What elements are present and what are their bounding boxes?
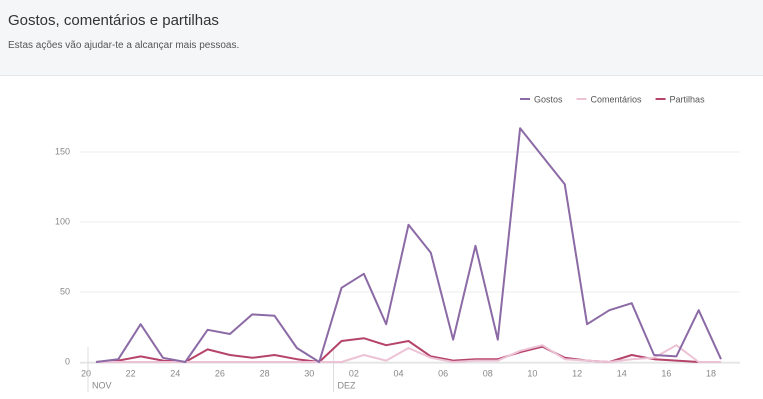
x-tick-label: 20: [81, 368, 91, 378]
month-label: NOV: [92, 380, 112, 390]
y-tick-label: 0: [65, 356, 70, 366]
subtitle: Estas ações vão ajudar-te a alcançar mai…: [8, 40, 240, 51]
x-tick-label: 06: [438, 368, 448, 378]
x-tick-label: 18: [706, 368, 716, 378]
y-tick-label: 50: [60, 286, 70, 296]
legend-label: Comentários: [591, 94, 643, 104]
month-label: DEZ: [338, 380, 357, 390]
title: Gostos, comentários e partilhas: [8, 12, 219, 29]
x-tick-label: 28: [260, 368, 270, 378]
x-tick-label: 26: [215, 368, 225, 378]
y-tick-label: 100: [55, 216, 70, 226]
series-line: [96, 344, 721, 363]
y-tick-label: 150: [55, 146, 70, 156]
x-tick-label: 14: [617, 368, 627, 378]
series-line: [95, 337, 721, 363]
x-tick-label: 02: [349, 368, 359, 378]
x-tick-label: 08: [483, 368, 493, 378]
x-tick-label: 22: [126, 368, 136, 378]
chart: 0 50 100 150 20 22 24 26 28 30 02 04 06 08 10 12 14 16 18 N…: [55, 94, 740, 392]
x-tick-label: 12: [572, 368, 582, 378]
x-tick-label: 16: [661, 368, 671, 378]
legend-label: Gostos: [534, 94, 563, 104]
x-tick-label: 30: [304, 368, 314, 378]
x-tick-label: 04: [393, 368, 403, 378]
header: Gostos, comentários e partilhas Estas aç…: [0, 0, 763, 76]
series-line: [95, 127, 722, 363]
x-tick-label: 24: [170, 368, 180, 378]
legend-label: Partilhas: [670, 94, 706, 104]
x-tick-label: 10: [527, 368, 537, 378]
